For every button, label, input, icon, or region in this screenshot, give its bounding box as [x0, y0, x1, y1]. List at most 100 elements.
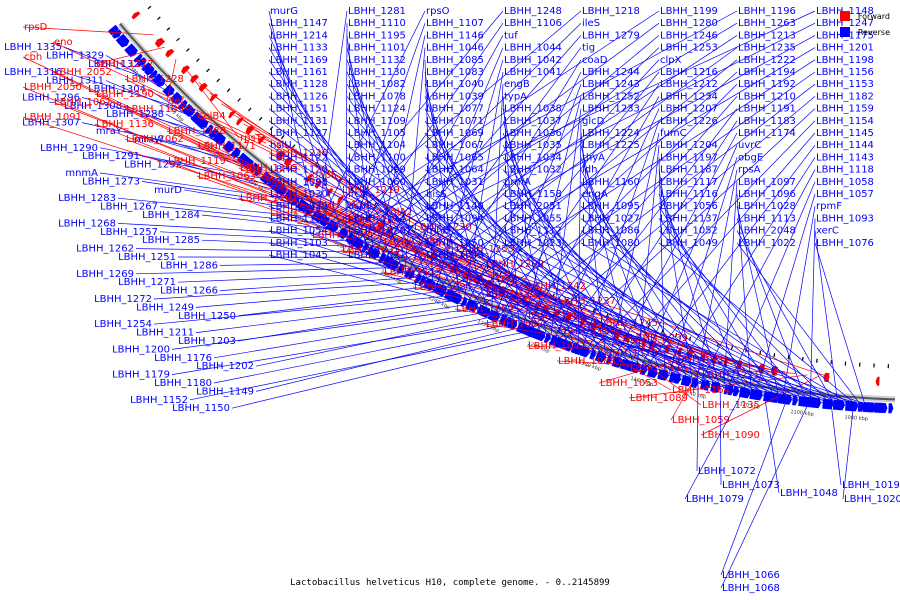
reverse-gene-label: LBHH_1118	[816, 165, 874, 176]
reverse-swatch	[839, 27, 850, 37]
reverse-gene-label: LBHH_1100	[348, 152, 406, 163]
reverse-gene-label: LBHH_1224	[582, 128, 640, 139]
label-connector	[159, 231, 356, 242]
feature-mark	[226, 88, 231, 93]
forward-gene-label: LBHH_1171	[198, 141, 256, 152]
forward-gene-label: rpsD	[24, 22, 48, 33]
reverse-gene-label: LBHH_1192	[738, 79, 796, 90]
forward-gene-label: LBHH_1135	[702, 400, 760, 411]
reverse-gene-label: LBHH_1296	[22, 92, 80, 103]
reverse-gene-label: LBHH_1055	[504, 213, 562, 224]
reverse-gene-label: uvrC	[738, 140, 761, 151]
label-connector	[124, 78, 278, 153]
reverse-gene-label: LBHH_1160	[582, 177, 640, 188]
reverse-gene-label: LBHH_1128	[270, 79, 328, 90]
forward-gene-label: LBHH_1025	[270, 208, 328, 219]
feature-mark	[269, 126, 274, 131]
label-connector	[424, 169, 683, 381]
label-connector	[424, 242, 849, 407]
forward-gene-label: LBHH_1087	[486, 319, 544, 330]
label-connector	[736, 193, 752, 395]
label-connector	[424, 218, 794, 401]
reverse-gene-label: LBHH_1291	[82, 151, 140, 162]
reverse-gene-label: LBHH_1225	[582, 140, 640, 151]
reverse-gene-label: LBHH_1145	[816, 128, 874, 139]
label-connector	[588, 120, 816, 354]
ring-layer	[117, 21, 896, 403]
reverse-gene-label: LBHH_2048	[738, 226, 796, 237]
reverse-gene-label: LBHH_1112	[504, 226, 562, 237]
reverse-gene-arrow	[879, 402, 888, 414]
label-connector	[809, 218, 816, 403]
label-connector	[608, 132, 660, 360]
label-connector	[171, 319, 504, 375]
reverse-gene-label: LBHH_1329	[46, 50, 104, 61]
reverse-gene-label: LBHH_1151	[270, 104, 328, 115]
label-connector	[366, 22, 816, 249]
reverse-gene-label: LBHH_1083	[426, 67, 484, 78]
reverse-gene-label: LBHH_1082	[348, 79, 406, 90]
label-connector	[165, 139, 260, 173]
label-connector	[684, 392, 743, 500]
label-connector	[359, 22, 660, 245]
reverse-gene-label: LBHH_1146	[426, 30, 484, 41]
reverse-gene-label: LBHH_1054	[270, 226, 328, 237]
label-connector	[52, 41, 267, 144]
reverse-gene-label: hisS	[426, 189, 447, 200]
label-connector	[213, 323, 512, 384]
reverse-gene-label: xerC	[816, 226, 839, 237]
reverse-gene-label: LBHH_1153	[816, 79, 874, 90]
label-connector	[424, 96, 517, 326]
reverse-gene-label: LBHH_1207	[660, 104, 718, 115]
reverse-gene-label: LBHH_1028	[738, 201, 796, 212]
reverse-gene-label: LBHH_1043	[426, 250, 484, 261]
reverse-gene-label: LBHH_1080	[582, 238, 640, 249]
label-connector	[328, 10, 582, 225]
label-connector	[580, 132, 607, 359]
ruler-tick-label: 1100 kbp	[790, 409, 814, 418]
reverse-gene-label: LBHH_1286	[160, 260, 218, 271]
reverse-gene-label: LBHH_1271	[118, 277, 176, 288]
label-connector	[213, 311, 486, 359]
reverse-gene-label: LBHH_1041	[504, 67, 562, 78]
reverse-gene-label: LBHH_1131	[270, 116, 328, 127]
reverse-gene-label: LBHH_1222	[738, 55, 796, 66]
label-connector	[346, 193, 735, 392]
reverse-gene-label: LBHH_1214	[270, 30, 328, 41]
reverse-gene-label: LBHH_1049	[660, 238, 718, 249]
reverse-gene-label: glcD	[582, 116, 605, 127]
reverse-gene-arrow	[589, 349, 596, 360]
forward-gene-label: LBHH_1164	[672, 385, 730, 396]
reverse-gene-label: LBHH_1045	[270, 250, 328, 261]
reverse-gene-label: LBHH_1194	[738, 67, 796, 78]
reverse-gene-label: LBHH_1279	[582, 30, 640, 41]
reverse-gene-label: LBHH_1169	[270, 55, 328, 66]
feature-mark	[147, 5, 152, 10]
label-connector	[141, 181, 303, 207]
label-connector	[189, 330, 530, 401]
forward-gene-arrow	[823, 372, 830, 383]
feature-mark	[759, 350, 762, 355]
reverse-gene-label: LBHH_1057	[816, 189, 874, 200]
reverse-gene-label: LBHH_1103	[270, 238, 328, 249]
feature-mark	[675, 333, 678, 338]
label-connector	[153, 295, 452, 325]
feature-mark	[237, 98, 241, 102]
reverse-gene-label: LBHH_1292	[124, 160, 182, 171]
reverse-gene-label: LBHH_1114	[348, 213, 406, 224]
feature-mark	[196, 58, 200, 62]
forward-gene-arrow	[209, 93, 218, 102]
label-connector	[424, 205, 766, 397]
feature-mark	[248, 107, 252, 112]
reverse-gene-label: LBHH_1263	[738, 18, 796, 29]
reverse-gene-label: LBHH_1335	[4, 42, 62, 53]
reverse-gene-label: ldh	[582, 165, 597, 176]
reverse-gene-label: LBHH_1096	[738, 189, 796, 200]
legend-forward-label: Forward	[857, 11, 890, 21]
reverse-gene-label: LBHH_1093	[816, 213, 874, 224]
reverse-gene-label: LBHH_1139	[270, 213, 328, 224]
reverse-gene-label: LBHH_1034	[504, 152, 562, 163]
feature-mark	[176, 37, 180, 42]
label-connector	[183, 164, 286, 194]
reverse-gene-label: LBHH_1266	[160, 286, 218, 297]
